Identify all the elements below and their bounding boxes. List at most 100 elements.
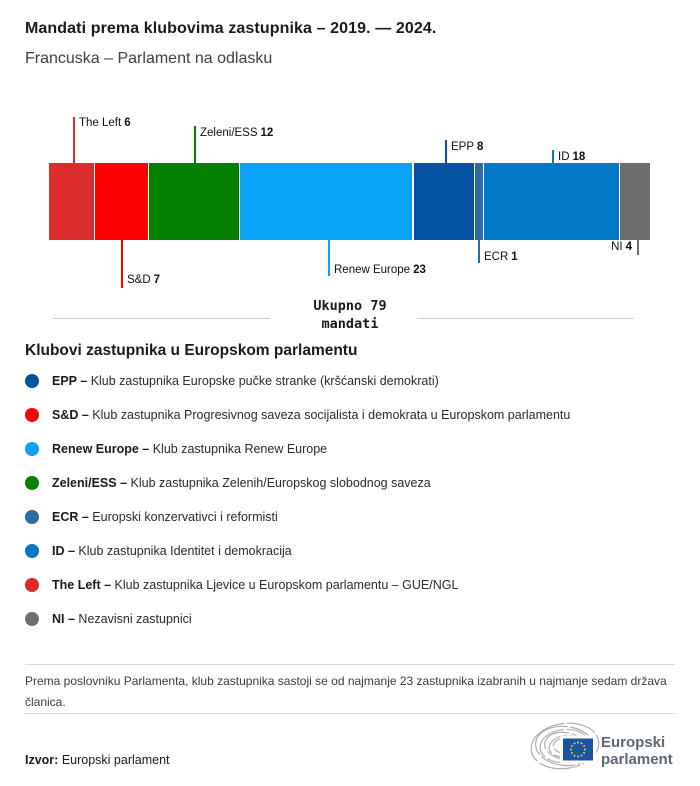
legend-dot-icon <box>25 612 39 626</box>
callout-value-epp: 8 <box>477 141 484 153</box>
source-text: Europski parlament <box>61 753 170 767</box>
legend-desc: Klub zastupnika Zelenih/Europskog slobod… <box>127 476 431 490</box>
legend-desc: Klub zastupnika Renew Europe <box>149 442 328 456</box>
bar-segment-the-left <box>49 163 94 240</box>
legend-key: S&D – <box>52 408 89 422</box>
legend-dot-icon <box>25 374 39 388</box>
legend-item-1: EPP – Klub zastupnika Europske pučke str… <box>25 364 685 398</box>
legend-key: Renew Europe – <box>52 442 150 456</box>
bar-segment-renew <box>240 163 413 240</box>
legend-desc: Klub zastupnika Ljevice u Europskom parl… <box>111 578 459 592</box>
legend-item-3: Renew Europe – Klub zastupnika Renew Eur… <box>25 432 685 466</box>
callout-value-the-left: 6 <box>124 117 131 129</box>
total-rule-right <box>417 318 634 319</box>
legend-key: Zeleni/ESS – <box>52 476 128 490</box>
callout-value-renew: 23 <box>413 264 426 276</box>
callout-label-sd: S&D <box>127 274 151 286</box>
legend-dot-icon <box>25 476 39 490</box>
callout-line-id <box>552 150 554 163</box>
page-subtitle: Francuska – Parlament na odlasku <box>25 50 273 67</box>
bar-segment-ni <box>620 163 651 240</box>
callout-label-zeleni: Zeleni/ESS <box>200 127 258 139</box>
legend-list: EPP – Klub zastupnika Europske pučke str… <box>25 364 685 636</box>
callout-renew: Renew Europe 23 <box>334 264 426 276</box>
callout-label-ni: NI <box>611 241 623 253</box>
ep-logo: Europski parlament <box>520 714 690 780</box>
bar-segment-zeleni <box>149 163 239 240</box>
legend-desc: Nezavisni zastupnici <box>74 612 192 626</box>
callout-epp: EPP 8 <box>451 141 483 153</box>
callout-value-zeleni: 12 <box>260 127 274 139</box>
bar-segment-sd <box>95 163 148 240</box>
legend-dot-icon <box>25 408 39 422</box>
ep-hemicycle-icon <box>530 722 600 770</box>
source-line: Izvor: Europski parlament <box>25 753 170 767</box>
ep-logo-line2: parlament <box>601 750 673 768</box>
callout-line-ni <box>637 240 639 255</box>
page-title: Mandati prema klubovima zastupnika – 201… <box>25 20 437 37</box>
legend-key: EPP – <box>52 374 88 388</box>
total-line1: Ukupno 79 <box>313 298 387 314</box>
legend-desc: Klub zastupnika Identitet i demokracija <box>74 544 292 558</box>
legend-key: NI – <box>52 612 75 626</box>
callout-value-id: 18 <box>572 151 586 163</box>
legend-key: ECR – <box>52 510 89 524</box>
legend-item-2: S&D – Klub zastupnika Progresivnog savez… <box>25 398 685 432</box>
eu-stars-icon <box>570 741 586 758</box>
callout-line-zeleni <box>194 126 196 163</box>
total-label: Ukupno 79 mandati <box>0 298 700 333</box>
callout-the-left: The Left 6 <box>79 117 131 129</box>
legend-label: S&D – Klub zastupnika Progresivnog savez… <box>52 408 570 422</box>
legend-label: ID – Klub zastupnika Identitet i demokra… <box>52 544 292 558</box>
legend-label: EPP – Klub zastupnika Europske pučke str… <box>52 374 439 388</box>
legend-item-6: ID – Klub zastupnika Identitet i demokra… <box>25 534 685 568</box>
ep-logo-text: Europski parlament <box>601 734 673 768</box>
callout-line-epp <box>445 140 447 163</box>
bar-segment-ecr <box>475 163 483 240</box>
callout-value-ni: 4 <box>625 241 632 253</box>
callout-sd: S&D 7 <box>127 274 160 286</box>
callout-line-ecr <box>478 240 480 263</box>
callout-label-id: ID <box>558 151 570 163</box>
callout-ecr: ECR 1 <box>484 251 518 263</box>
callout-zeleni: Zeleni/ESS 12 <box>200 127 273 139</box>
ep-logo-line1: Europski <box>601 734 666 751</box>
footnote: Prema poslovniku Parlamenta, klub zastup… <box>25 674 667 709</box>
callout-value-ecr: 1 <box>511 251 518 263</box>
callout-ni: NI 4 <box>611 241 632 253</box>
legend-item-8: NI – Nezavisni zastupnici <box>25 602 685 636</box>
source-prefix: Izvor: <box>25 753 59 767</box>
seat-bar <box>49 163 651 240</box>
callout-line-renew <box>328 240 330 276</box>
callout-label-epp: EPP <box>451 141 475 153</box>
legend-item-4: Zeleni/ESS – Klub zastupnika Zelenih/Eur… <box>25 466 685 500</box>
divider-bottom <box>25 713 675 714</box>
total-rule-left <box>53 318 270 319</box>
legend-item-5: ECR – Europski konzervativci i reformist… <box>25 500 685 534</box>
total-line2: mandati <box>321 315 379 332</box>
divider-top <box>25 664 675 665</box>
legend-label: The Left – Klub zastupnika Ljevice u Eur… <box>52 578 458 592</box>
eu-flag-icon <box>563 738 593 761</box>
callout-value-sd: 7 <box>153 274 161 286</box>
callout-id: ID 18 <box>558 151 585 163</box>
callout-label-ecr: ECR <box>484 251 509 263</box>
callout-label-the-left: The Left <box>79 117 122 129</box>
callout-label-renew: Renew Europe <box>334 264 411 276</box>
legend-dot-icon <box>25 544 39 558</box>
legend-key: The Left – <box>52 578 112 592</box>
legend-label: ECR – Europski konzervativci i reformist… <box>52 510 278 524</box>
legend-item-7: The Left – Klub zastupnika Ljevice u Eur… <box>25 568 685 602</box>
legend-desc: Klub zastupnika Progresivnog saveza soci… <box>88 408 571 422</box>
legend-dot-icon <box>25 442 39 456</box>
legend-label: Zeleni/ESS – Klub zastupnika Zelenih/Eur… <box>52 476 431 490</box>
legend-key: ID – <box>52 544 75 558</box>
legend-desc: Klub zastupnika Europske pučke stranke (… <box>87 374 439 388</box>
callout-line-the-left <box>73 117 75 163</box>
legend-dot-icon <box>25 578 39 592</box>
bar-segment-epp <box>413 163 474 240</box>
legend-label: NI – Nezavisni zastupnici <box>52 612 192 626</box>
callout-line-sd <box>121 240 123 288</box>
legend-heading: Klubovi zastupnika u Europskom parlament… <box>25 342 358 359</box>
